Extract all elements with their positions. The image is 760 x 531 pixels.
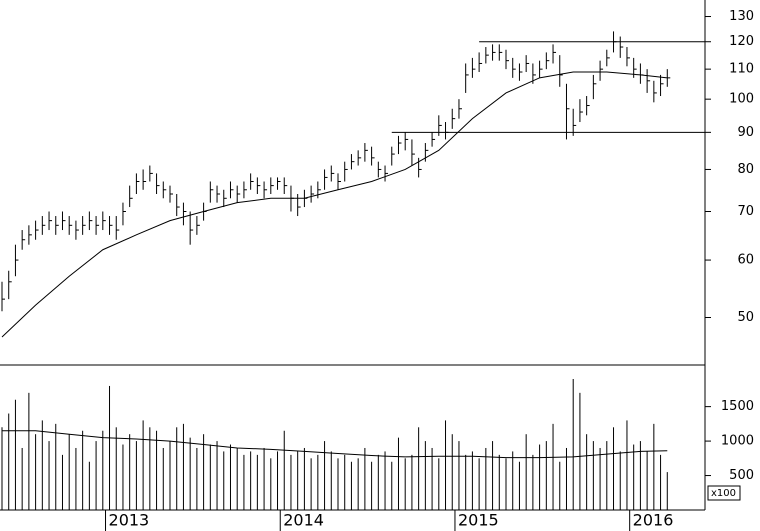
y-tick-label: 70 xyxy=(737,204,754,219)
x-tick-label: 2016 xyxy=(633,511,674,530)
y-tick-label: 1000 xyxy=(721,434,754,449)
x-tick-label: 2014 xyxy=(283,511,324,530)
y-tick-label: 60 xyxy=(737,253,754,268)
y-tick-label: 80 xyxy=(737,162,754,177)
y-tick-label: 130 xyxy=(729,9,754,24)
y-tick-label: 110 xyxy=(729,62,754,77)
y-tick-label: 500 xyxy=(729,468,754,483)
x-tick-label: 2013 xyxy=(109,511,150,530)
unit-label: x100 xyxy=(711,488,736,499)
moving-average xyxy=(1,71,668,338)
moving-average xyxy=(2,430,668,459)
y-tick-label: 120 xyxy=(729,34,754,49)
y-tick-label: 90 xyxy=(737,125,754,140)
x-tick-label: 2015 xyxy=(458,511,499,530)
y-tick-label: 1500 xyxy=(721,399,754,414)
y-tick-label: 100 xyxy=(729,92,754,107)
y-tick-label: 50 xyxy=(737,310,754,325)
unit-box xyxy=(707,485,741,501)
